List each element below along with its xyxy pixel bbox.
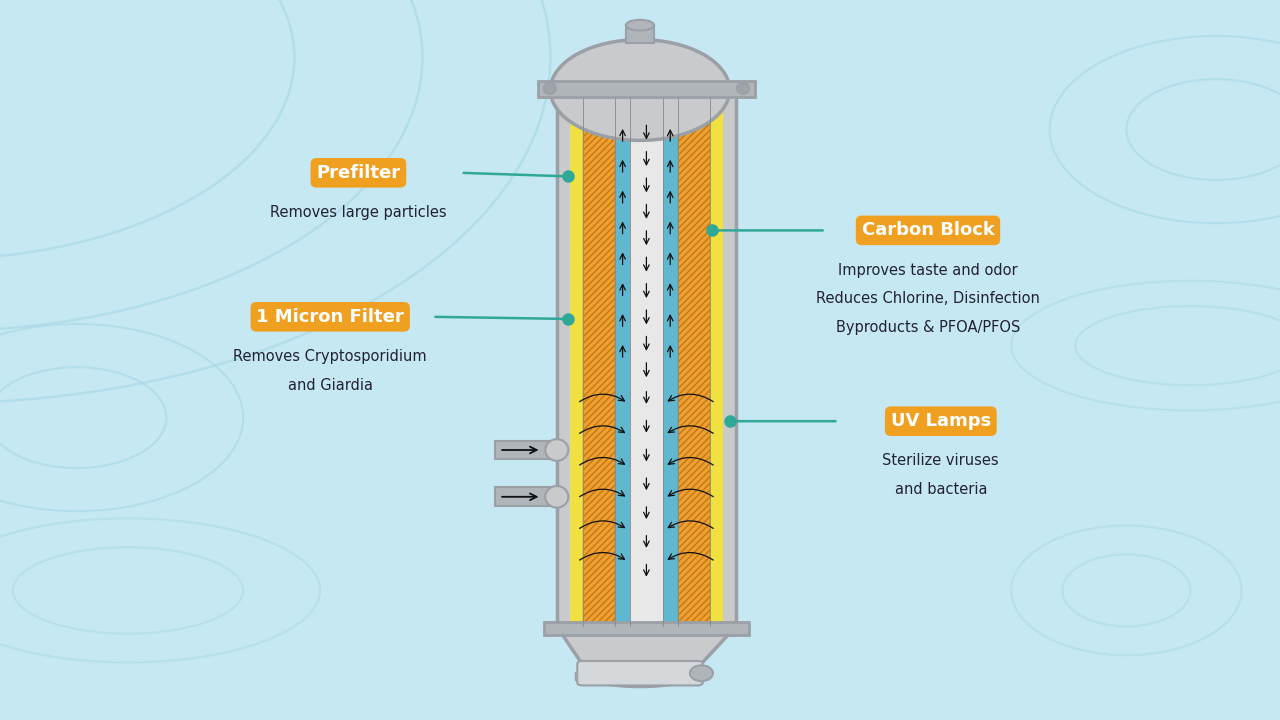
Bar: [575, 672, 616, 680]
Bar: [678, 90, 710, 626]
FancyBboxPatch shape: [577, 661, 703, 685]
Bar: [630, 90, 663, 626]
Bar: [495, 441, 557, 459]
Bar: [710, 90, 723, 626]
Ellipse shape: [544, 83, 556, 94]
Text: and Giardia: and Giardia: [288, 378, 372, 392]
Text: Improves taste and odor: Improves taste and odor: [838, 263, 1018, 277]
Bar: [544, 622, 749, 635]
Ellipse shape: [545, 439, 568, 461]
Bar: [672, 667, 698, 672]
Text: Reduces Chlorine, Disinfection: Reduces Chlorine, Disinfection: [817, 292, 1039, 306]
Ellipse shape: [545, 486, 568, 508]
Bar: [664, 672, 705, 680]
Text: UV Lamps: UV Lamps: [891, 412, 991, 430]
Bar: [678, 90, 710, 626]
Ellipse shape: [736, 83, 749, 94]
Text: Removes large particles: Removes large particles: [270, 205, 447, 220]
Bar: [582, 90, 614, 626]
Ellipse shape: [690, 665, 713, 681]
Bar: [557, 90, 736, 626]
Bar: [495, 487, 557, 506]
Text: Sterilize viruses: Sterilize viruses: [882, 454, 1000, 468]
Text: Carbon Block: Carbon Block: [861, 222, 995, 239]
Bar: [582, 667, 608, 672]
Text: Prefilter: Prefilter: [316, 163, 401, 181]
Ellipse shape: [550, 40, 730, 140]
Bar: [582, 90, 614, 626]
Bar: [663, 90, 678, 626]
Text: and bacteria: and bacteria: [895, 482, 987, 497]
Bar: [626, 25, 654, 43]
Bar: [570, 90, 582, 626]
Text: Byproducts & PFOA/PFOS: Byproducts & PFOA/PFOS: [836, 320, 1020, 335]
Polygon shape: [557, 626, 736, 677]
Ellipse shape: [626, 19, 654, 30]
Text: Removes Cryptosporidium: Removes Cryptosporidium: [233, 349, 428, 364]
Ellipse shape: [591, 667, 689, 687]
Text: 1 Micron Filter: 1 Micron Filter: [256, 307, 404, 325]
Bar: [614, 90, 630, 626]
Bar: [538, 81, 755, 97]
